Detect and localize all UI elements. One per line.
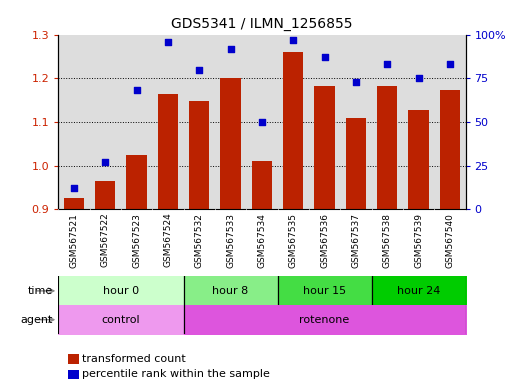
- Text: GSM567540: GSM567540: [444, 213, 453, 268]
- Text: hour 8: hour 8: [212, 286, 248, 296]
- Text: GSM567522: GSM567522: [100, 213, 110, 267]
- Text: GSM567532: GSM567532: [194, 213, 204, 268]
- Text: GSM567537: GSM567537: [350, 213, 360, 268]
- Text: GSM567534: GSM567534: [257, 213, 266, 268]
- Bar: [439, 91, 459, 209]
- Point: [320, 54, 328, 60]
- Bar: [314, 86, 334, 209]
- Bar: [189, 101, 209, 209]
- Point: [258, 119, 266, 125]
- Text: rotenone: rotenone: [299, 314, 349, 325]
- Text: hour 15: hour 15: [302, 286, 345, 296]
- Text: transformed count: transformed count: [82, 354, 186, 364]
- Text: GSM567536: GSM567536: [319, 213, 328, 268]
- Text: control: control: [102, 314, 140, 325]
- Point: [226, 45, 234, 51]
- Point: [288, 37, 296, 43]
- Bar: [126, 155, 146, 209]
- Text: GDS5341 / ILMN_1256855: GDS5341 / ILMN_1256855: [171, 17, 352, 31]
- Text: time: time: [28, 286, 53, 296]
- Text: GSM567533: GSM567533: [226, 213, 234, 268]
- Text: GSM567521: GSM567521: [69, 213, 78, 268]
- Point: [101, 159, 109, 165]
- Point: [414, 75, 422, 81]
- Point: [351, 79, 359, 85]
- Bar: [64, 199, 84, 209]
- Point: [70, 185, 78, 191]
- Point: [382, 61, 390, 67]
- Bar: [158, 94, 178, 209]
- Point: [164, 38, 172, 45]
- Text: hour 24: hour 24: [396, 286, 439, 296]
- Bar: [251, 161, 272, 209]
- Point: [445, 61, 453, 67]
- Point: [132, 88, 140, 94]
- Text: hour 0: hour 0: [103, 286, 139, 296]
- Text: GSM567524: GSM567524: [163, 213, 172, 267]
- Text: GSM567535: GSM567535: [288, 213, 297, 268]
- Bar: [220, 78, 240, 209]
- Text: agent: agent: [21, 314, 53, 325]
- Bar: [282, 52, 303, 209]
- Text: GSM567538: GSM567538: [382, 213, 391, 268]
- Point: [195, 66, 203, 73]
- Bar: [345, 118, 365, 209]
- Bar: [408, 110, 428, 209]
- Text: GSM567523: GSM567523: [132, 213, 141, 268]
- Bar: [376, 86, 396, 209]
- Text: GSM567539: GSM567539: [413, 213, 422, 268]
- Text: percentile rank within the sample: percentile rank within the sample: [82, 369, 270, 379]
- Bar: [95, 181, 115, 209]
